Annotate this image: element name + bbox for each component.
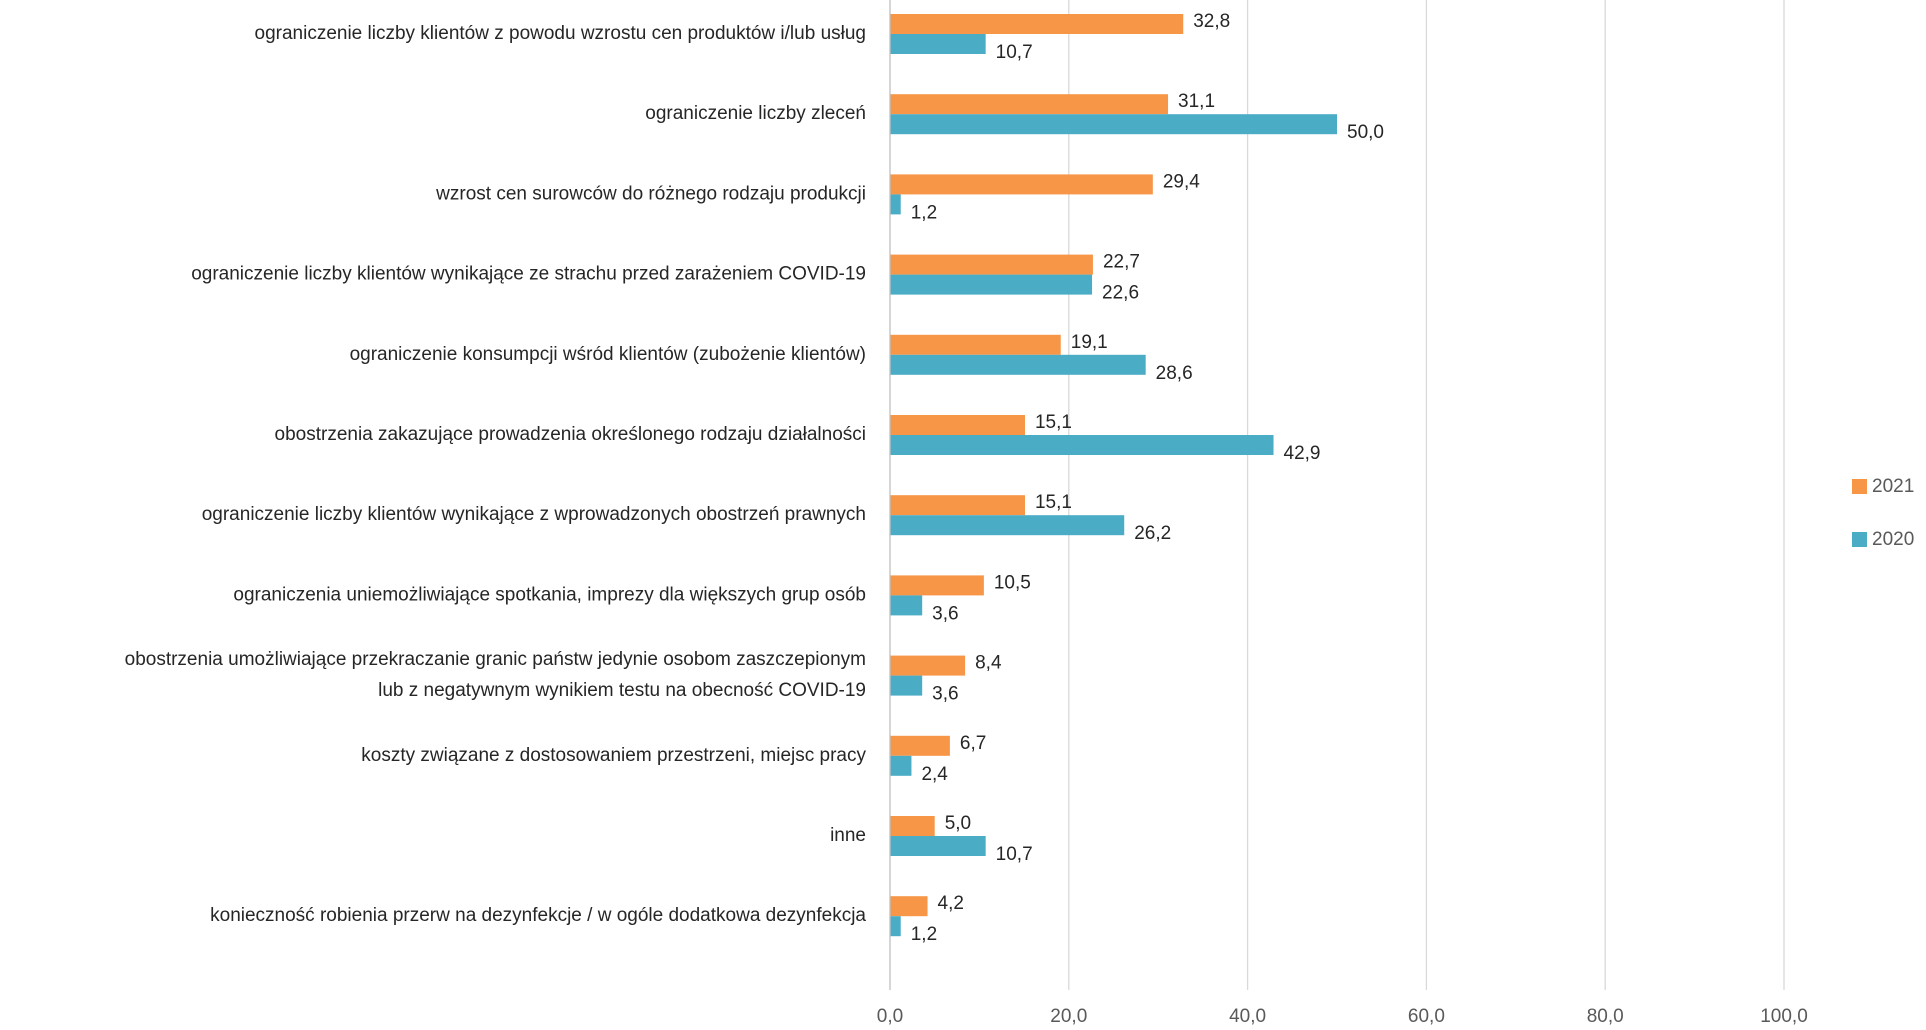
category-label: ograniczenie liczby zleceń — [645, 103, 866, 124]
bar-2021 — [890, 495, 1025, 516]
value-label-2021: 6,7 — [960, 733, 986, 754]
bar-2020 — [890, 916, 901, 937]
bar-2020 — [890, 675, 923, 696]
x-tick-label: 20,0 — [1050, 1006, 1087, 1027]
legend-label-2020: 2020 — [1872, 529, 1914, 550]
bar-2021 — [890, 816, 935, 836]
value-label-2020: 3,6 — [932, 684, 958, 705]
category-label: wzrost cen surowców do różnego rodzaju p… — [435, 183, 866, 204]
bars — [890, 14, 1337, 937]
x-tick-label: 100,0 — [1760, 1006, 1808, 1027]
bar-2021 — [890, 896, 928, 917]
category-label: lub z negatywnym wynikiem testu na obecn… — [378, 680, 866, 701]
x-tick-label: 80,0 — [1587, 1006, 1624, 1027]
bar-2020 — [890, 274, 1093, 295]
bar-2021 — [890, 655, 966, 676]
value-label-2020: 28,6 — [1156, 363, 1193, 384]
x-tick-label: 40,0 — [1229, 1006, 1266, 1027]
value-label-2020: 3,6 — [932, 603, 958, 624]
gridlines — [1068, 0, 1785, 990]
legend-swatch-2020 — [1852, 532, 1867, 547]
category-label: konieczność robienia przerw na dezynfekc… — [210, 905, 866, 926]
category-label: obostrzenia umożliwiające przekraczanie … — [125, 649, 866, 670]
legend-swatch-2021 — [1852, 479, 1867, 494]
bar-2021 — [890, 735, 950, 756]
value-label-2021: 4,2 — [938, 893, 964, 914]
value-label-2020: 1,2 — [911, 202, 937, 223]
bar-2020 — [890, 354, 1146, 375]
category-label: ograniczenie liczby klientów z powodu wz… — [255, 23, 867, 44]
value-label-2020: 2,4 — [921, 764, 948, 785]
value-label-2021: 10,5 — [994, 572, 1031, 593]
bar-2021 — [890, 575, 984, 596]
bar-2020 — [890, 515, 1125, 536]
bar-2020 — [890, 114, 1337, 135]
x-tick-labels: 0,0 20,0 40,0 60,0 80,0 100,0 — [877, 1006, 1808, 1027]
bar-2020 — [890, 435, 1274, 455]
legend-label-2021: 2021 — [1872, 476, 1914, 497]
value-label-2020: 10,7 — [996, 42, 1033, 63]
value-label-2021: 22,7 — [1103, 252, 1140, 273]
bar-2021 — [890, 254, 1093, 275]
bar-2020 — [890, 595, 923, 616]
value-label-2021: 31,1 — [1178, 91, 1215, 112]
value-label-2020: 1,2 — [911, 924, 937, 945]
value-label-2020: 50,0 — [1347, 122, 1384, 143]
x-tick-label: 60,0 — [1408, 1006, 1445, 1027]
bar-2021 — [890, 94, 1169, 115]
bar-2020 — [890, 194, 901, 215]
bar-2021 — [890, 174, 1153, 195]
bar-2021 — [890, 14, 1184, 34]
value-label-2021: 15,1 — [1035, 412, 1072, 433]
bar-2021 — [890, 415, 1025, 435]
value-label-2020: 22,6 — [1102, 283, 1139, 304]
bar-2021 — [890, 334, 1061, 355]
value-label-2021: 5,0 — [945, 813, 971, 834]
value-label-2021: 8,4 — [975, 653, 1002, 674]
category-labels: ograniczenie liczby klientów z powodu wz… — [125, 23, 867, 926]
bar-2020 — [890, 34, 986, 54]
x-tick-label: 0,0 — [877, 1006, 903, 1027]
category-label: ograniczenia uniemożliwiające spotkania,… — [233, 584, 866, 605]
value-label-2020: 10,7 — [996, 844, 1033, 865]
value-label-2020: 42,9 — [1284, 443, 1321, 464]
category-label: obostrzenia zakazujące prowadzenia okreś… — [275, 424, 866, 445]
value-label-2021: 19,1 — [1071, 332, 1108, 353]
category-label: ograniczenie liczby klientów wynikające … — [191, 264, 866, 285]
legend: 2021 2020 — [1852, 476, 1914, 550]
bar-2020 — [890, 836, 986, 856]
value-label-2021: 29,4 — [1163, 171, 1200, 192]
category-label: koszty związane z dostosowaniem przestrz… — [361, 745, 866, 766]
value-labels: 32,8 10,7 31,1 50,0 29,4 1,2 22,7 22,6 19,1 28,6 1… — [911, 11, 1384, 945]
value-label-2020: 26,2 — [1134, 523, 1171, 544]
category-label: ograniczenie konsumpcji wśród klientów (… — [350, 344, 866, 365]
bar-2020 — [890, 755, 912, 776]
category-label: ograniczenie liczby klientów wynikające … — [202, 504, 866, 525]
category-label: inne — [830, 825, 866, 846]
value-label-2021: 15,1 — [1035, 492, 1072, 513]
value-label-2021: 32,8 — [1193, 11, 1230, 32]
